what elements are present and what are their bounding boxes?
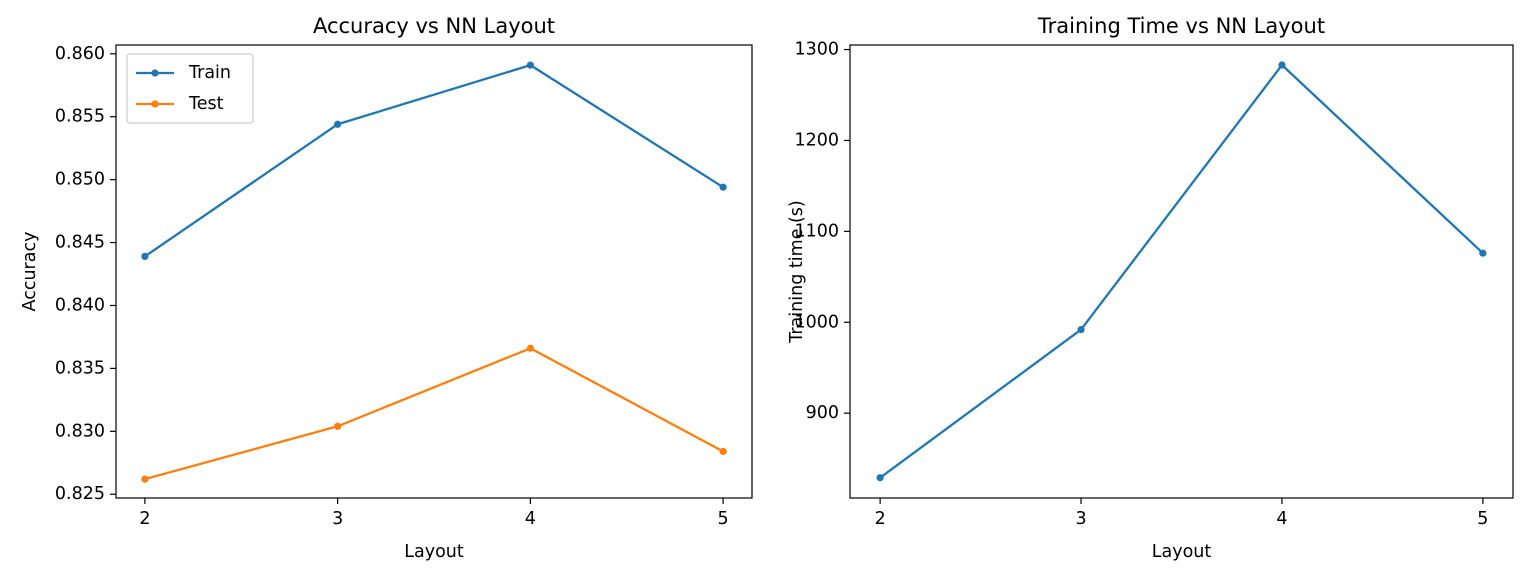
legend-marker (151, 69, 159, 77)
x-axis-label: Layout (404, 542, 464, 562)
y-tick-label: 0.850 (55, 170, 105, 190)
y-tick-label: 1000 (794, 312, 839, 332)
y-tick-label: 0.855 (55, 107, 105, 127)
legend-label: Train (188, 63, 231, 83)
plot-frame (849, 44, 1514, 499)
legend-marker (151, 100, 159, 108)
data-point (876, 474, 884, 482)
series-line-train (143, 63, 725, 258)
data-point (1278, 61, 1286, 69)
y-tick-label: 1300 (794, 40, 839, 60)
x-tick-label: 4 (525, 509, 536, 529)
plot-frame (115, 44, 753, 499)
y-tick-label: 1200 (794, 130, 839, 150)
y-tick-label: 0.845 (55, 233, 105, 253)
training-time-chart: Training Time vs NN Layout Layout Traini… (787, 14, 1514, 562)
data-point (1479, 249, 1487, 257)
x-tick-label: 3 (332, 509, 343, 529)
y-tick-label: 0.840 (55, 295, 105, 315)
data-point (719, 183, 727, 191)
chart-title: Training Time vs NN Layout (1037, 14, 1325, 38)
data-point (141, 252, 149, 260)
data-point (334, 120, 342, 128)
legend (126, 53, 254, 124)
y-tick-label: 1100 (794, 221, 839, 241)
data-point (1077, 325, 1085, 334)
legend-label: Test (188, 94, 224, 114)
series-line-test (143, 347, 725, 481)
x-tick-label: 5 (1477, 509, 1488, 529)
series-line-0 (878, 63, 1485, 480)
data-point (719, 447, 727, 456)
x-axis-label: Layout (1152, 542, 1212, 562)
y-axis-label: Training time (s) (787, 200, 807, 344)
data-point (141, 475, 149, 483)
accuracy-chart: Accuracy vs NN Layout Layout Accuracy 2 3… (20, 14, 753, 562)
y-tick-label: 0.825 (55, 484, 105, 504)
y-axis-label: Accuracy (20, 232, 40, 312)
x-tick-label: 3 (1075, 509, 1086, 529)
data-point (334, 422, 342, 430)
x-tick-label: 5 (718, 509, 729, 529)
y-tick-label: 900 (806, 403, 839, 423)
y-tick-label: 0.860 (55, 44, 105, 64)
y-tick-label: 0.835 (55, 358, 105, 378)
x-tick-label: 4 (1276, 509, 1287, 529)
chart-title: Accuracy vs NN Layout (313, 14, 555, 38)
x-tick-label: 2 (875, 509, 886, 529)
data-point (526, 61, 534, 69)
x-tick-label: 2 (139, 509, 150, 529)
y-tick-label: 0.830 (55, 421, 105, 441)
data-point (526, 344, 534, 352)
